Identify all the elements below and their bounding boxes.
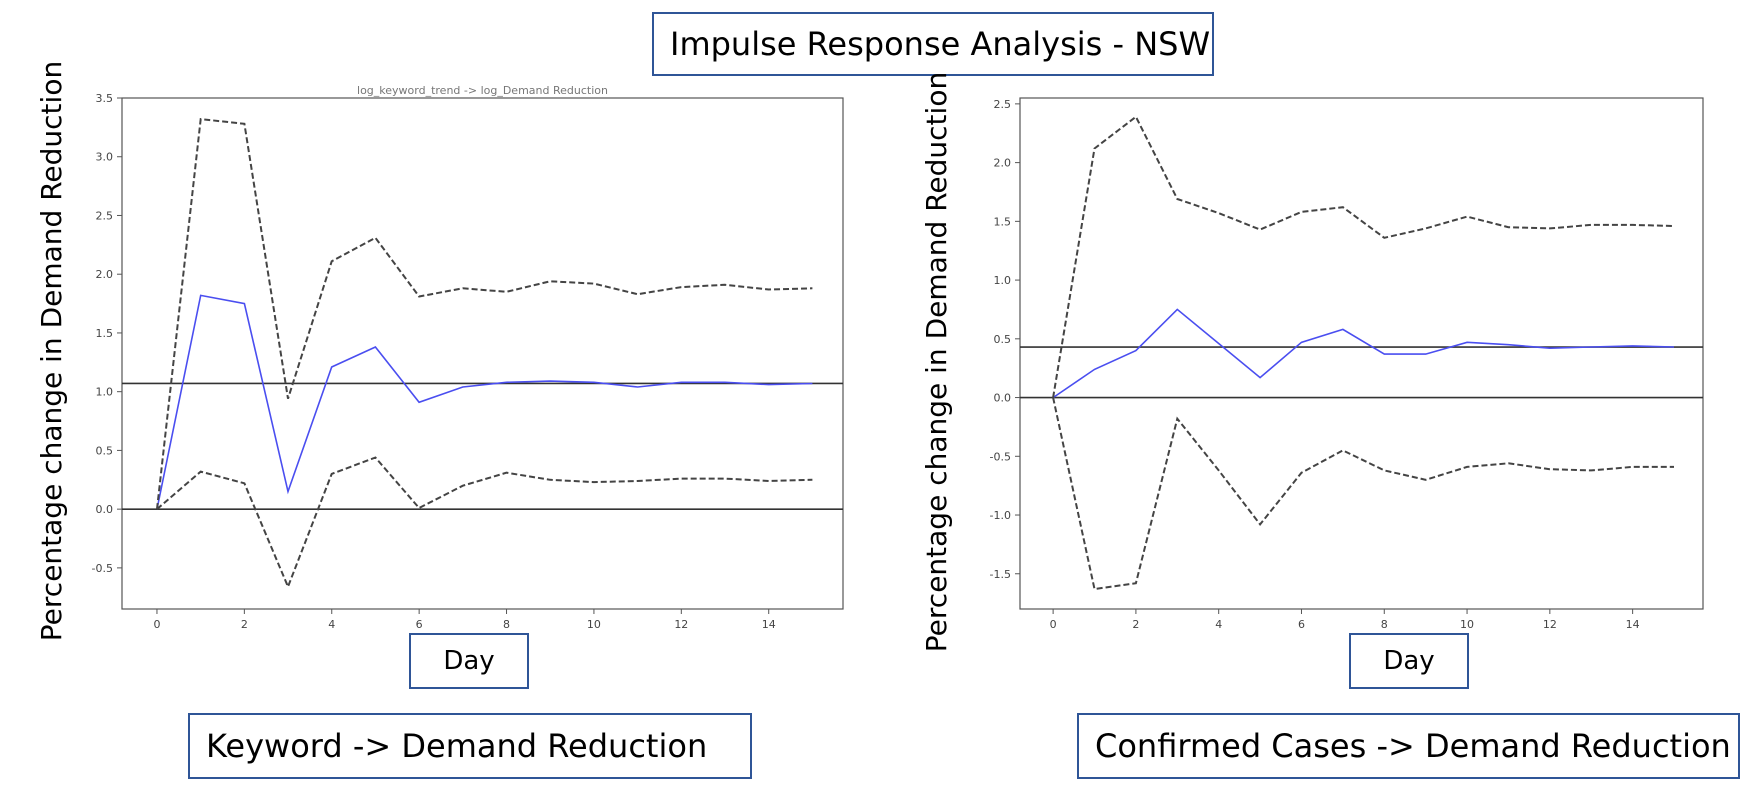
y-tick-label: 0.5 <box>994 333 1012 346</box>
confidence-band-upper <box>156 117 813 510</box>
y-tick-label: 0.0 <box>96 503 114 516</box>
chart-title: log_keyword_trend -> log_Demand Reductio… <box>357 84 608 97</box>
chart-keyword: log_keyword_trend -> log_Demand Reductio… <box>92 84 844 631</box>
x-tick-label: 14 <box>1626 618 1640 631</box>
x-axis-label-left: Day <box>409 633 529 689</box>
y-tick-label: -0.5 <box>990 450 1011 463</box>
y-tick-label: 1.0 <box>994 274 1012 287</box>
x-tick-label: 2 <box>1132 618 1139 631</box>
response-line <box>1052 308 1675 399</box>
y-tick-label: 1.0 <box>96 386 114 399</box>
response-line <box>156 294 813 510</box>
x-tick-label: 2 <box>241 618 248 631</box>
confidence-band-upper <box>1052 115 1675 398</box>
x-tick-label: 10 <box>587 618 601 631</box>
y-tick-label: 2.5 <box>994 98 1012 111</box>
confidence-band-lower <box>1052 397 1674 591</box>
x-tick-label: 14 <box>762 618 776 631</box>
y-axis-label-left: Percentage change in Demand Reduction <box>35 60 68 642</box>
x-tick-label: 4 <box>328 618 335 631</box>
x-tick-label: 6 <box>1298 618 1305 631</box>
chart-confirmed-cases: -1.5 -1.0 -0.5 0.0 0.5 1.0 1.5 2.0 2.5 0 2 4 6 8 10 12 1… <box>990 97 1704 631</box>
confidence-band-lower <box>156 456 813 590</box>
x-axis-label-right: Day <box>1349 633 1469 689</box>
caption-confirmed-cases: Confirmed Cases -> Demand Reduction <box>1077 713 1740 779</box>
y-tick-label: 3.5 <box>96 92 114 105</box>
x-tick-label: 8 <box>503 618 510 631</box>
y-tick-label: -1.5 <box>990 568 1011 581</box>
y-tick-label: -0.5 <box>92 562 113 575</box>
plot-frame <box>121 97 844 610</box>
x-tick-label: 0 <box>1050 618 1057 631</box>
x-tick-label: 12 <box>1543 618 1557 631</box>
y-tick-label: 2.0 <box>96 268 114 281</box>
y-axis-label-right: Percentage change in Demand Reduction <box>920 71 953 653</box>
y-tick-label: 0.0 <box>994 392 1012 405</box>
x-tick-label: 8 <box>1381 618 1388 631</box>
x-tick-label: 4 <box>1215 618 1222 631</box>
y-tick-label: 1.5 <box>96 327 114 340</box>
page-title-text: Impulse Response Analysis - NSW <box>670 25 1211 63</box>
y-tick-label: -1.0 <box>990 509 1011 522</box>
x-tick-label: 12 <box>674 618 688 631</box>
y-tick-label: 2.0 <box>994 157 1012 170</box>
x-tick-label: 6 <box>416 618 423 631</box>
y-tick-label: 2.5 <box>96 209 114 222</box>
y-tick-label: 1.5 <box>994 215 1012 228</box>
y-tick-label: 0.5 <box>96 444 114 457</box>
x-tick-label: 10 <box>1460 618 1474 631</box>
page-title: Impulse Response Analysis - NSW <box>652 12 1214 76</box>
plot-frame <box>1019 97 1704 610</box>
x-tick-label: 0 <box>153 618 160 631</box>
caption-keyword: Keyword -> Demand Reduction <box>188 713 752 779</box>
y-tick-label: 3.0 <box>96 151 114 164</box>
